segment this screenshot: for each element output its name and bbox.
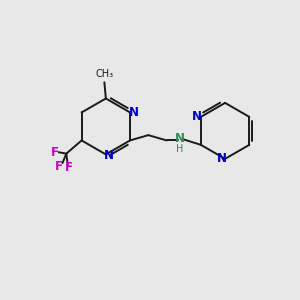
Text: N: N [175, 133, 185, 146]
Text: N: N [217, 152, 226, 165]
Text: F: F [51, 146, 59, 159]
Text: F: F [65, 161, 73, 174]
Text: N: N [129, 106, 139, 119]
Text: N: N [104, 149, 114, 162]
Text: H: H [176, 144, 184, 154]
Text: F: F [55, 160, 63, 172]
Text: CH₃: CH₃ [95, 69, 113, 79]
Text: N: N [192, 110, 202, 123]
